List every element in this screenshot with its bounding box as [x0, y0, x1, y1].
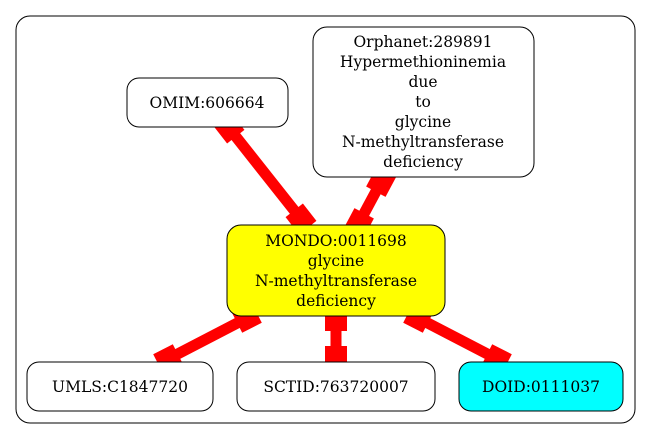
- node-orphanet-line-2: Hypermethioninemia: [340, 53, 506, 71]
- node-sctid-label: SCTID:763720007: [263, 378, 408, 396]
- node-mondo[interactable]: MONDO:0011698 glycine N-methyltransferas…: [226, 224, 446, 317]
- cluster-boundary: [15, 15, 636, 424]
- node-umls-label: UMLS:C1847720: [52, 378, 188, 396]
- node-mondo-line-4: deficiency: [296, 292, 376, 310]
- node-orphanet-line-5: glycine: [395, 113, 451, 131]
- node-omim-label: OMIM:606664: [150, 94, 265, 112]
- node-orphanet[interactable]: Orphanet:289891 Hypermethioninemia due t…: [312, 26, 535, 178]
- node-orphanet-line-7: deficiency: [383, 153, 463, 171]
- edge-mondo-sctid: [325, 309, 347, 368]
- node-orphanet-line-6: N-methyltransferase: [342, 133, 504, 151]
- node-orphanet-line-4: to: [415, 93, 431, 111]
- node-doid-label: DOID:0111037: [482, 378, 600, 396]
- node-mondo-line-3: N-methyltransferase: [255, 272, 417, 290]
- node-mondo-line-2: glycine: [308, 252, 364, 270]
- node-doid[interactable]: DOID:0111037: [458, 361, 624, 412]
- node-orphanet-line-3: due: [408, 73, 437, 91]
- node-mondo-line-1: MONDO:0011698: [265, 232, 407, 250]
- node-sctid[interactable]: SCTID:763720007: [236, 361, 436, 412]
- edge-omim-mondo: [213, 112, 317, 235]
- node-omim[interactable]: OMIM:606664: [126, 77, 289, 128]
- node-orphanet-line-1: Orphanet:289891: [353, 33, 492, 51]
- node-umls[interactable]: UMLS:C1847720: [26, 361, 214, 412]
